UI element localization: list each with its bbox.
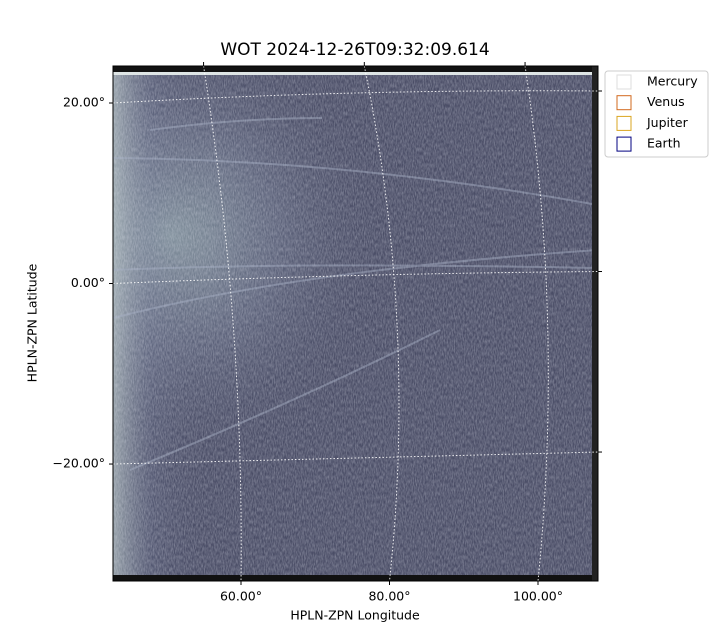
legend-swatch (616, 74, 632, 90)
plot-frame (112, 65, 599, 582)
legend-swatch (616, 115, 632, 131)
grid-line (112, 271, 599, 285)
legend-swatch (616, 136, 632, 152)
y-axis-label: HPLN-ZPN Latitude (25, 263, 40, 382)
y-tick-label: −20.00° (52, 456, 105, 471)
grid-line (524, 65, 549, 582)
legend-label: Jupiter (646, 115, 689, 130)
chart-title: WOT 2024-12-26T09:32:09.614 (220, 40, 489, 60)
legend-swatch (616, 95, 632, 111)
legend-label: Venus (647, 94, 685, 109)
grid-line (363, 65, 400, 582)
legend-label: Earth (647, 136, 681, 151)
legend-frame (604, 70, 709, 158)
grid-line (112, 451, 599, 465)
x-tick-label: 80.00° (368, 589, 410, 604)
x-tick-label: 60.00° (220, 589, 262, 604)
legend-label: Mercury (647, 74, 698, 89)
image (113, 66, 598, 581)
y-tick-label: 0.00° (71, 275, 105, 290)
legend: Mercury Venus Jupiter Earth (604, 70, 709, 158)
x-tick-label: 100.00° (513, 589, 563, 604)
y-tick-label: 20.00° (63, 95, 105, 110)
grid-line (112, 90, 599, 104)
x-axis-label: HPLN-ZPN Longitude (290, 608, 420, 623)
grid-line (203, 65, 242, 582)
graticule (112, 65, 599, 582)
